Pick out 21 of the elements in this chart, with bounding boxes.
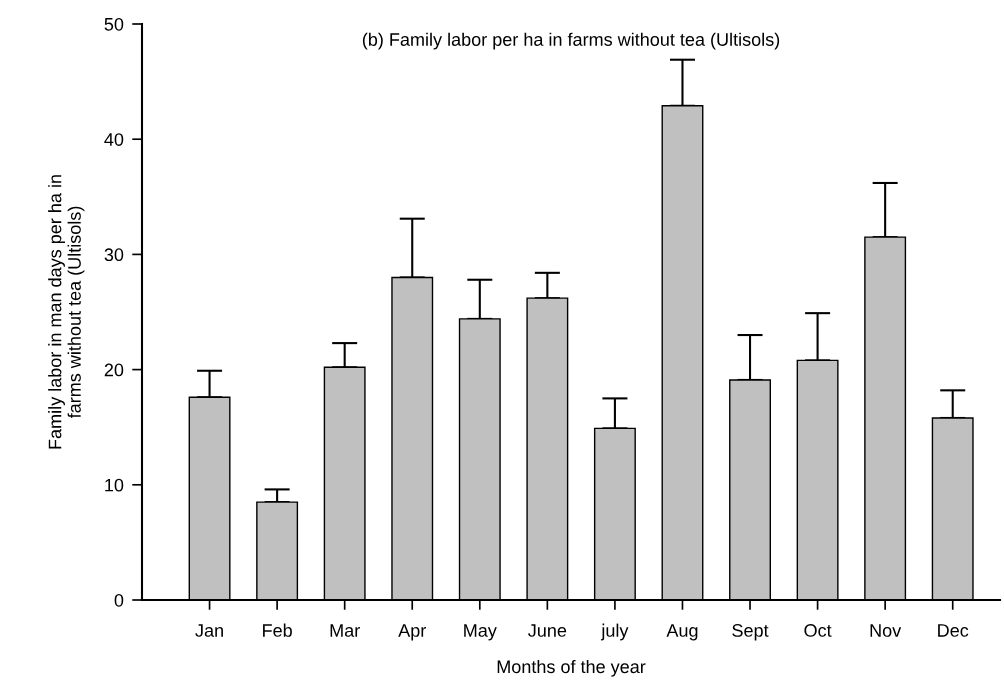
x-axis-title: Months of the year	[497, 659, 646, 677]
y-tick-label: 40	[104, 133, 124, 146]
y-tick-label: 10	[105, 478, 124, 492]
chart-title: (b) Family labor per ha in farms without tea (Ultisols)	[362, 32, 780, 50]
x-tick-label: May	[464, 624, 497, 641]
x-tick-label: july	[600, 623, 629, 641]
x-tick-label: Nov	[870, 624, 902, 637]
y-tick-label: 20	[104, 363, 124, 377]
x-tick-label: Dec	[938, 624, 969, 637]
x-tick-label: June	[528, 624, 567, 637]
x-tick-label: Apr	[398, 624, 426, 641]
y-axis-title: Family labor in man days per ha in farms without tea (Ultisols)	[48, 175, 85, 449]
x-tick-label: Feb	[263, 623, 292, 637]
x-tick-label: Sept	[732, 624, 769, 641]
x-tick-label: Aug	[666, 624, 698, 641]
y-tick-label: 0	[114, 593, 124, 607]
y-tick-label: 50	[104, 17, 124, 31]
y-tick-label: 30	[104, 248, 124, 262]
x-tick-label: Mar	[330, 624, 360, 637]
x-tick-label: Oct	[804, 624, 832, 637]
x-tick-label: Jan	[195, 624, 223, 637]
